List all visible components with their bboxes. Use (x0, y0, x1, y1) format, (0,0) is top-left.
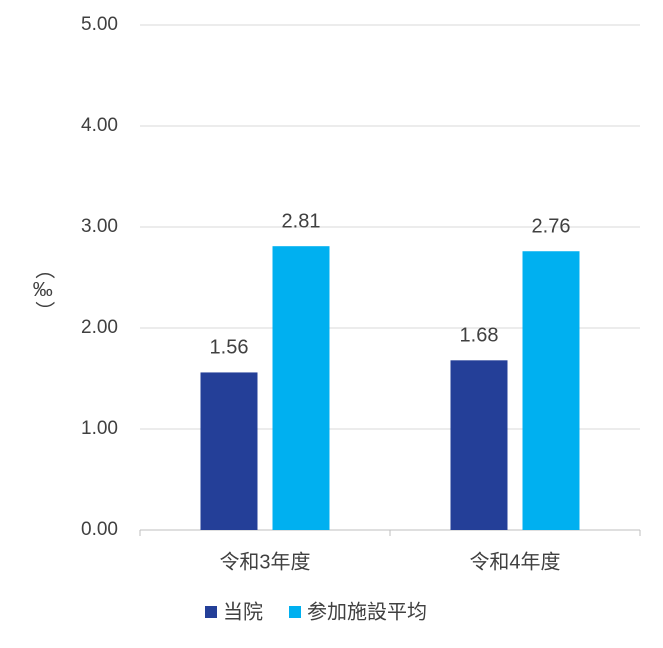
legend-swatch (205, 606, 217, 618)
legend-label: 参加施設平均 (307, 600, 427, 623)
bar (200, 372, 258, 530)
y-tick-label: 5.00 (81, 14, 118, 35)
x-tick-label: 令和3年度 (219, 550, 310, 573)
y-tick-label: 3.00 (81, 216, 118, 237)
value-label: 2.81 (282, 210, 321, 232)
x-tick-label: 令和4年度 (469, 550, 560, 573)
value-label: 2.76 (532, 216, 571, 238)
bar (522, 251, 580, 531)
y-tick-label: 4.00 (81, 115, 118, 136)
bar (272, 246, 330, 530)
legend-swatch (289, 606, 301, 618)
y-tick-label: 1.00 (81, 418, 118, 439)
value-label: 1.56 (210, 337, 249, 359)
bar (450, 360, 508, 530)
y-axis-label: （‰） (32, 259, 55, 321)
value-label: 1.68 (460, 325, 499, 347)
y-tick-label: 0.00 (81, 519, 118, 540)
legend-label: 当院 (223, 600, 263, 623)
y-tick-label: 2.00 (81, 317, 118, 338)
